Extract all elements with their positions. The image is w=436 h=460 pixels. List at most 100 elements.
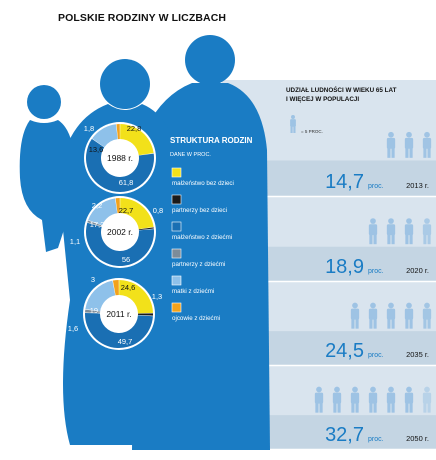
senior-person-icon: [368, 302, 378, 329]
legend-label: partnerzy z dziećmi: [172, 261, 225, 268]
senior-person-icon: [314, 386, 324, 413]
donut-data-label: 1,3: [152, 292, 162, 301]
donut-segment-ojcowie: [112, 280, 119, 296]
donut-segment-m_bez: [119, 280, 153, 314]
donut-segment-ojcowie: [115, 198, 120, 214]
elderly-share-panel: UDZIAŁ LUDNOŚCI W WIEKU 65 LAT I WIĘCEJ W…: [222, 80, 436, 451]
donut-segment-ojcowie: [116, 124, 120, 140]
donut-year-label: 1988 r.: [107, 153, 133, 163]
senior-person-icon: [404, 131, 414, 158]
donut-segment-p_z: [87, 220, 103, 227]
senior-person-icon: [368, 218, 378, 245]
senior-person-icon: [386, 131, 396, 158]
legend-swatch: [171, 248, 182, 259]
donut-data-label: 2,2: [92, 201, 102, 210]
donut-segment-m_z: [86, 138, 154, 192]
donut-data-label: 0,8: [153, 206, 163, 215]
donut-data-label: 56: [122, 255, 130, 264]
senior-person-icon: [332, 386, 342, 413]
donut-data-label: 1,6: [68, 324, 78, 333]
family-structure-chart: 1988 r. 22,8 61,8 13,6 1,8 2002 r. 22,7 0,8 56 1,…: [68, 122, 163, 350]
donut-segment-m_z: [86, 222, 155, 266]
family-silhouette: [19, 35, 270, 450]
elderly-share-value: 18,9: [325, 256, 364, 278]
senior-person-icon: [422, 386, 432, 413]
senior-person-icon: [404, 218, 414, 245]
donut-segment-matki: [92, 124, 118, 148]
donut-data-label: 1,1: [70, 237, 80, 246]
senior-person-icon: [422, 131, 432, 158]
donut-year-label: 2011 r.: [106, 309, 131, 319]
donut-segment-m_bez: [120, 124, 154, 156]
donut-segment-p_bez: [137, 313, 153, 316]
senior-person-icon: [386, 218, 396, 245]
donut-data-label: 49,7: [118, 337, 133, 346]
unit-person-icon: [290, 115, 296, 133]
panel-title-line-2: I WIĘCEJ W POPULACJI: [286, 96, 359, 103]
donut-hole: [101, 213, 139, 251]
donut-segment-p_bez: [138, 227, 154, 231]
legend-swatch: [171, 167, 182, 178]
donut-segment-p_z: [85, 309, 101, 314]
year-label: 2020 r.: [406, 266, 429, 275]
value-unit: proc.: [368, 436, 384, 443]
value-unit: proc.: [368, 352, 384, 359]
donut-data-label: 3: [91, 275, 95, 284]
elderly-share-value: 32,7: [325, 424, 364, 446]
legend-swatch: [171, 302, 182, 313]
donut-data-label: 1,8: [84, 124, 94, 133]
page-title: POLSKIE RODZINY W LICZBACH: [58, 12, 227, 24]
donut-hole: [101, 139, 139, 177]
donut-hole: [100, 295, 138, 333]
senior-person-icon: [350, 302, 360, 329]
donut-segment-matki: [88, 198, 118, 226]
mother-head-shape: [100, 59, 150, 109]
elderly-share-value: 14,7: [325, 171, 364, 193]
value-unit: proc.: [368, 268, 384, 275]
senior-person-icon: [422, 302, 432, 329]
donut-data-label: 24,6: [121, 283, 136, 292]
legend-swatch: [171, 275, 182, 286]
senior-person-icon: [404, 302, 414, 329]
legend-label: ojcowie z dziećmi: [172, 315, 220, 322]
donut-year-label: 2002 r.: [107, 227, 133, 237]
legend-title: STRUKTURA RODZIN: [170, 136, 253, 145]
legend-label: matki z dziećmi: [172, 288, 214, 295]
senior-person-icon: [386, 386, 396, 413]
family-structure-legend: STRUKTURA RODZIN DANE W PROC. małżeństwo…: [170, 136, 253, 322]
child-head-shape: [27, 85, 61, 119]
senior-person-icon: [386, 302, 396, 329]
mother-body-shape: [58, 104, 188, 445]
donut-data-label: 19,8: [90, 306, 105, 315]
senior-person-icon: [422, 218, 432, 245]
legend-subtitle: DANE W PROC.: [170, 152, 211, 158]
family-structure-donut: 2011 r. 24,6 1,3 49,7 1,6 19,8 3: [68, 275, 162, 350]
year-label: 2013 r.: [406, 181, 429, 190]
family-structure-donut: 1988 r. 22,8 61,8 13,6 1,8: [84, 122, 156, 194]
donut-data-label: 17,2: [90, 220, 105, 229]
panel-title-line-1: UDZIAŁ LUDNOŚCI W WIEKU 65 LAT: [286, 85, 397, 94]
donut-data-label: 22,8: [127, 124, 142, 133]
family-structure-donut: 2002 r. 22,7 0,8 56 1,1 17,2 2,2: [70, 196, 163, 268]
legend-label: partnerzy bez dzieci: [172, 207, 227, 214]
unit-note: = 5 PROC.: [301, 129, 323, 134]
legend-swatch: [171, 221, 182, 232]
father-head-shape: [185, 35, 235, 85]
senior-person-icon: [368, 386, 378, 413]
donut-segment-m_bez: [120, 198, 154, 230]
donut-data-label: 22,7: [119, 206, 134, 215]
senior-person-icon: [350, 386, 360, 413]
donut-data-label: 13,6: [89, 145, 104, 154]
value-unit: proc.: [368, 183, 384, 190]
donut-data-label: 61,8: [119, 178, 134, 187]
senior-person-icon: [404, 386, 414, 413]
donut-segment-matki: [85, 280, 116, 312]
legend-swatch: [171, 194, 182, 205]
elderly-share-row: 32,7 proc. 2050 r.: [222, 386, 436, 451]
legend-label: małżeństwo z dziećmi: [172, 234, 232, 241]
legend-label: małżeństwo bez dzieci: [172, 180, 234, 187]
year-label: 2050 r.: [406, 434, 429, 443]
child-body-shape: [19, 120, 75, 252]
year-label: 2035 r.: [406, 350, 429, 359]
